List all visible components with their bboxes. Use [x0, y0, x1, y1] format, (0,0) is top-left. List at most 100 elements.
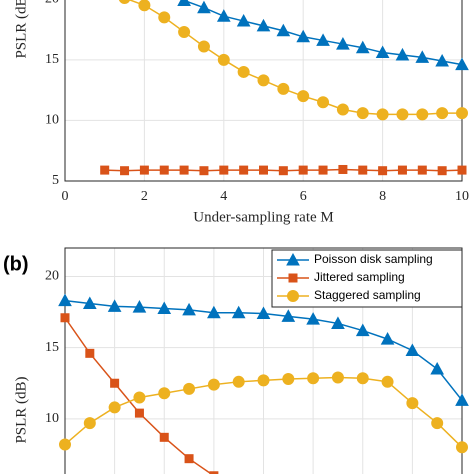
- marker: [457, 165, 467, 175]
- marker: [316, 33, 330, 46]
- marker: [380, 332, 395, 345]
- marker: [83, 417, 96, 430]
- axes-box: [64, 247, 463, 474]
- marker: [276, 23, 291, 37]
- marker: [139, 165, 149, 175]
- marker: [100, 165, 110, 175]
- marker: [59, 438, 71, 451]
- marker: [138, 0, 151, 12]
- y-tick-label: 15: [45, 340, 59, 355]
- marker: [237, 65, 250, 78]
- marker: [158, 387, 171, 400]
- marker: [336, 37, 350, 50]
- marker: [436, 107, 449, 120]
- marker: [306, 312, 320, 325]
- legend-marker: [288, 273, 298, 283]
- marker: [118, 0, 131, 5]
- marker: [184, 454, 194, 464]
- marker: [177, 0, 191, 6]
- x-tick-label: 0: [62, 189, 69, 204]
- legend-marker: [287, 290, 299, 302]
- marker: [456, 441, 468, 454]
- y-axis-label: PSLR (dB): [13, 376, 29, 443]
- y-tick-label: 10: [45, 113, 59, 128]
- marker: [298, 165, 308, 175]
- marker: [336, 103, 349, 116]
- marker: [455, 57, 469, 71]
- marker: [307, 372, 320, 385]
- panel-label: (b): [3, 253, 29, 275]
- marker: [396, 108, 409, 121]
- y-axis-label: PSLR (dB): [13, 0, 29, 59]
- marker: [417, 165, 427, 175]
- marker: [256, 306, 271, 319]
- marker: [331, 316, 345, 329]
- marker: [355, 323, 370, 337]
- marker: [431, 417, 444, 430]
- marker: [358, 165, 368, 175]
- marker: [157, 301, 172, 314]
- marker: [108, 401, 121, 414]
- marker: [455, 393, 469, 406]
- marker: [239, 165, 249, 175]
- marker: [435, 53, 449, 67]
- marker: [256, 18, 271, 32]
- y-tick-label: 5: [52, 173, 59, 188]
- y-tick-label: 10: [45, 411, 59, 426]
- marker: [296, 29, 311, 43]
- marker: [331, 371, 344, 384]
- marker: [58, 293, 72, 307]
- marker: [356, 107, 369, 120]
- x-axis-label: Under-sampling rate M: [193, 209, 334, 225]
- marker: [317, 96, 330, 109]
- marker: [183, 382, 196, 395]
- marker: [281, 309, 296, 322]
- marker: [199, 166, 209, 176]
- marker: [257, 74, 270, 87]
- marker: [236, 14, 251, 27]
- marker: [375, 45, 390, 59]
- marker: [179, 165, 189, 175]
- y-tick-label: 15: [45, 52, 59, 67]
- marker: [110, 378, 120, 388]
- legend-label: Jittered sampling: [314, 270, 405, 284]
- marker: [318, 165, 328, 175]
- marker: [338, 164, 348, 174]
- marker: [209, 471, 219, 474]
- marker: [134, 408, 144, 418]
- marker: [132, 300, 147, 313]
- marker: [259, 165, 268, 175]
- marker: [219, 165, 229, 175]
- y-tick-label: 20: [45, 269, 59, 284]
- marker: [85, 348, 95, 358]
- marker: [133, 391, 146, 404]
- axes-box: [64, 0, 463, 182]
- marker: [182, 302, 196, 316]
- marker: [231, 305, 246, 319]
- marker: [197, 40, 210, 53]
- marker: [207, 378, 220, 391]
- marker: [355, 40, 370, 54]
- marker: [297, 90, 310, 103]
- x-tick-label: 8: [379, 189, 386, 204]
- marker: [381, 375, 394, 388]
- marker: [217, 53, 230, 66]
- legend-marker: [286, 252, 300, 266]
- marker: [178, 25, 191, 38]
- x-tick-label: 10: [455, 189, 469, 204]
- marker: [207, 305, 221, 319]
- marker: [60, 313, 70, 323]
- x-tick-label: 2: [141, 189, 148, 204]
- marker: [356, 372, 369, 385]
- marker: [82, 296, 97, 310]
- marker: [278, 166, 288, 176]
- marker: [405, 343, 420, 356]
- legend-label: Staggered sampling: [314, 288, 421, 302]
- marker: [406, 397, 419, 410]
- marker: [376, 108, 389, 121]
- marker: [197, 0, 211, 14]
- marker: [415, 50, 430, 63]
- marker: [430, 361, 445, 375]
- y-tick-label: 20: [45, 0, 59, 6]
